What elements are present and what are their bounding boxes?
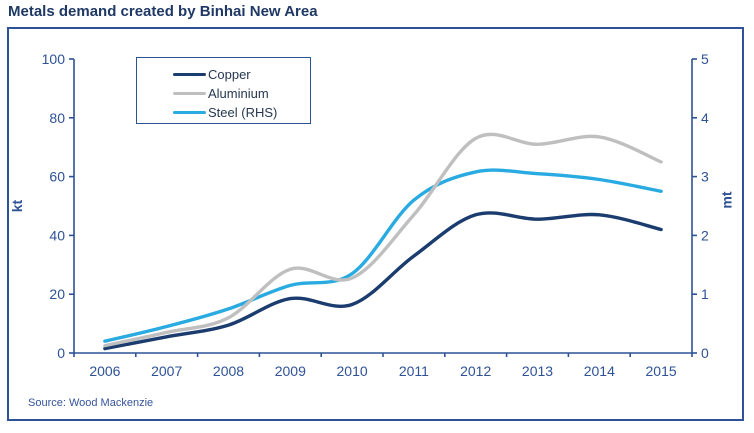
tick-label: 2008 <box>213 363 244 379</box>
tick-label: 100 <box>42 51 66 67</box>
source-note: Source: Wood Mackenzie <box>28 397 154 409</box>
tick-label: 1 <box>701 286 709 302</box>
legend-label: Aluminium <box>208 86 269 101</box>
tick-label: 2010 <box>337 363 368 379</box>
right-axis-title: mt <box>718 191 735 209</box>
page-title: Metals demand created by Binhai New Area <box>8 3 318 20</box>
tick-label: 4 <box>701 110 709 126</box>
legend-label: Copper <box>208 67 251 82</box>
tick-label: 2014 <box>584 363 615 379</box>
series-line-steel-rhs <box>103 168 663 343</box>
series-line-aluminium <box>103 132 663 348</box>
legend-item-aluminium: Aluminium <box>137 84 310 103</box>
tick-label: 3 <box>701 169 709 185</box>
chart-frame: 0 20 40 60 80 100 0 1 2 3 4 5 2006 2007 2008 2009 2010 20… <box>7 27 744 421</box>
legend-label: Steel (RHS) <box>208 105 278 120</box>
chart-legend: Copper Aluminium Steel (RHS) <box>136 57 311 124</box>
tick-label: 2 <box>701 227 709 243</box>
tick-label: 80 <box>49 110 65 126</box>
steel-line-swatch <box>173 110 206 115</box>
left-axis-title: kt <box>9 199 26 213</box>
tick-label: 5 <box>701 51 709 67</box>
tick-label: 40 <box>49 227 65 243</box>
tick-label: 2006 <box>89 363 120 379</box>
legend-item-steel: Steel (RHS) <box>137 103 310 122</box>
tick-label: 2012 <box>460 363 491 379</box>
plot-area: 0 20 40 60 80 100 0 1 2 3 4 5 2006 2007 2008 2009 2010 20… <box>9 29 742 419</box>
axes: 0 20 40 60 80 100 0 1 2 3 4 5 2006 2007 2008 2009 2010 20… <box>42 51 709 379</box>
tick-label: 0 <box>57 345 65 361</box>
tick-label: 2011 <box>399 363 429 379</box>
tick-label: 2007 <box>151 363 182 379</box>
tick-label: 0 <box>701 345 709 361</box>
tick-label: 60 <box>49 169 65 185</box>
legend-item-copper: Copper <box>137 65 310 84</box>
tick-label: 20 <box>49 286 65 302</box>
series-line-copper <box>103 211 663 351</box>
tick-label: 2013 <box>522 363 553 379</box>
copper-line-swatch <box>173 72 206 77</box>
chart-canvas: 0 20 40 60 80 100 0 1 2 3 4 5 2006 2007 2008 2009 2010 20… <box>42 51 709 379</box>
tick-label: 2015 <box>646 363 677 379</box>
aluminium-line-swatch <box>173 91 206 96</box>
tick-label: 2009 <box>275 363 306 379</box>
